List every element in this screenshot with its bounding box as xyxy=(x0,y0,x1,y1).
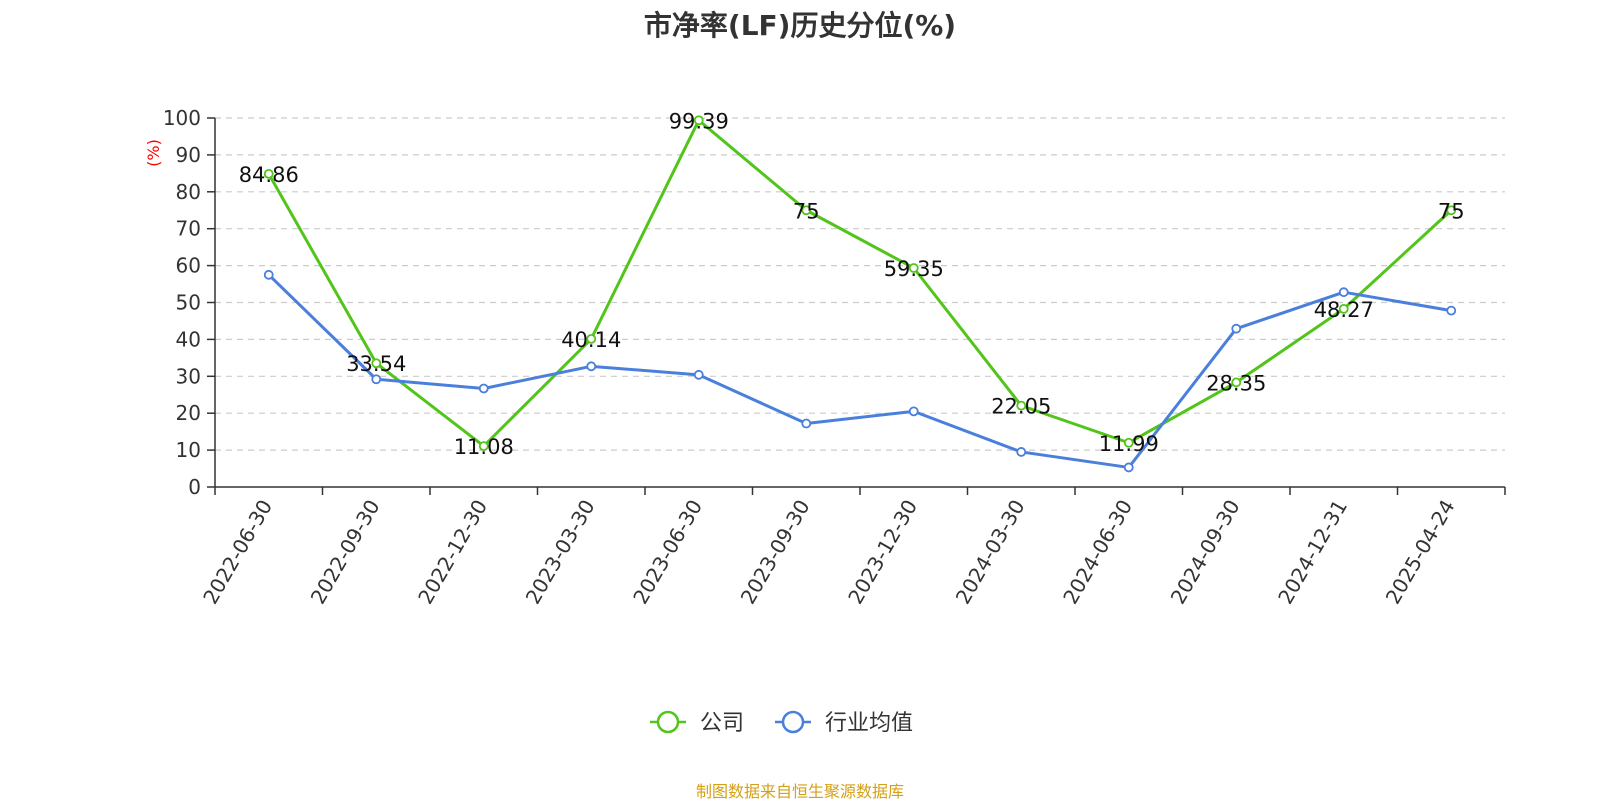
data-point-1-11 xyxy=(1446,305,1457,316)
legend-label-1: 行业均值 xyxy=(825,711,913,736)
series-line-1 xyxy=(267,273,1452,469)
y-tick-label: 20 xyxy=(176,401,201,425)
data-labels: 84.86 33.54 11.08 40.14 99.39 75 59.35 22.05 11.… xyxy=(239,109,1465,459)
x-tick-label: 2024-09-30 xyxy=(1166,496,1245,609)
data-label-0-0: 84.86 xyxy=(239,163,299,187)
source-note: 制图数据来自恒生聚源数据库 xyxy=(695,782,904,801)
y-tick-label: 0 xyxy=(188,475,201,499)
data-point-0-1 xyxy=(371,358,382,369)
y-tick-label: 30 xyxy=(176,364,201,388)
data-point-0-10 xyxy=(1338,303,1349,314)
x-tick-label: 2023-09-30 xyxy=(736,496,815,609)
chart-title: 市净率(LF)历史分位(%) xyxy=(643,9,957,42)
data-point-0-4 xyxy=(693,115,704,126)
data-point-1-2 xyxy=(478,383,489,394)
grid-lines xyxy=(215,117,1505,451)
x-tick-label: 2023-03-30 xyxy=(521,496,600,609)
data-label-0-2: 11.08 xyxy=(454,435,514,459)
data-point-0-9 xyxy=(1231,377,1242,388)
data-label-0-1: 33.54 xyxy=(346,352,406,376)
data-point-1-6 xyxy=(908,406,919,417)
data-point-0-7 xyxy=(1016,400,1027,411)
y-tick-label: 40 xyxy=(176,327,201,351)
x-tick-label: 2024-06-30 xyxy=(1058,496,1137,609)
data-point-0-11 xyxy=(1446,205,1457,216)
data-point-1-0 xyxy=(263,269,274,280)
data-label-0-4: 99.39 xyxy=(669,109,729,133)
data-point-0-3 xyxy=(586,333,597,344)
data-point-1-10 xyxy=(1338,287,1349,298)
series-line-0 xyxy=(267,118,1453,448)
data-point-1-7 xyxy=(1016,447,1027,457)
y-tick-label: 10 xyxy=(176,438,201,462)
data-point-1-9 xyxy=(1231,323,1242,334)
data-label-0-6: 59.35 xyxy=(884,257,944,281)
series-lines xyxy=(263,115,1457,473)
data-point-0-0 xyxy=(263,168,274,179)
data-label-0-5: 75 xyxy=(793,199,820,223)
y-tick-label: 100 xyxy=(163,106,201,130)
data-point-0-6 xyxy=(908,263,919,273)
data-point-0-8 xyxy=(1123,437,1134,448)
data-label-0-8: 11.99 xyxy=(1099,432,1159,456)
x-tick-label: 2023-06-30 xyxy=(628,496,707,609)
data-point-1-8 xyxy=(1123,462,1134,473)
data-point-0-5 xyxy=(801,205,812,216)
data-point-1-1 xyxy=(371,374,382,385)
data-point-0-2 xyxy=(478,441,489,452)
data-label-0-3: 40.14 xyxy=(561,328,621,352)
y-tick-label: 90 xyxy=(176,143,201,167)
data-label-0-11: 75 xyxy=(1438,199,1465,223)
data-label-0-7: 22.05 xyxy=(991,395,1051,419)
x-tick-label: 2022-12-30 xyxy=(413,496,492,609)
data-point-1-3 xyxy=(586,361,597,372)
x-tick-label: 2022-06-30 xyxy=(198,496,277,609)
y-axis-label: (%) xyxy=(144,139,163,167)
y-tick-label: 70 xyxy=(176,217,201,241)
y-tick-label: 80 xyxy=(176,180,201,204)
data-label-0-10: 48.27 xyxy=(1314,298,1374,322)
x-tick-label: 2024-03-30 xyxy=(951,496,1030,609)
legend-marker-0 xyxy=(656,710,680,734)
legend[interactable]: 公司 行业均值 xyxy=(650,710,913,736)
x-tick-label: 2022-09-30 xyxy=(306,496,385,609)
y-tick-label: 50 xyxy=(176,291,201,315)
y-tick-label: 60 xyxy=(176,254,201,278)
x-tick-label: 2025-04-24 xyxy=(1381,496,1460,609)
legend-label-0: 公司 xyxy=(700,711,744,736)
legend-marker-1 xyxy=(781,710,805,734)
x-tick-label: 2024-12-31 xyxy=(1273,496,1352,609)
data-point-1-4 xyxy=(693,369,704,380)
x-tick-label: 2023-12-30 xyxy=(843,496,922,609)
data-point-1-5 xyxy=(801,418,812,429)
data-label-0-9: 28.35 xyxy=(1206,371,1266,395)
